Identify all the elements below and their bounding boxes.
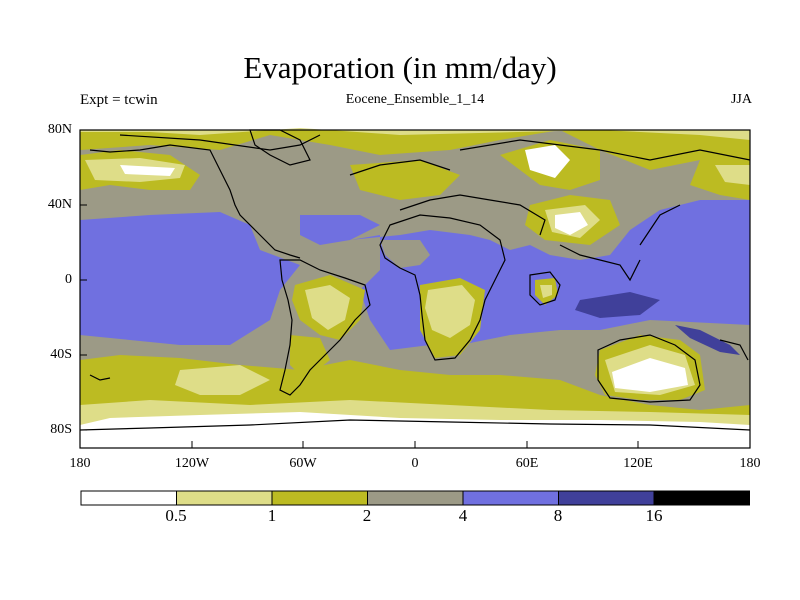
colorbar-box-3 xyxy=(367,490,464,506)
y-tick-0: 0 xyxy=(65,272,72,287)
colorbar-box-4 xyxy=(462,490,559,506)
contour-fields xyxy=(80,128,750,245)
x-tick-180e: 180 xyxy=(739,456,761,471)
colorbar-label-1: 1 xyxy=(267,506,277,525)
colorbar-box-2 xyxy=(271,490,368,506)
x-tick-60e: 60E xyxy=(515,456,539,471)
colorbar-box-0 xyxy=(80,490,177,506)
y-tick-80s: 80S xyxy=(50,422,72,437)
colorbar-label-2: 2 xyxy=(362,506,372,525)
colorbar-label-16: 16 xyxy=(645,506,663,525)
colorbar-box-6 xyxy=(653,490,750,506)
axis-ticks xyxy=(79,129,751,448)
colorbar-label-4: 4 xyxy=(458,506,468,525)
colorbar-box-1 xyxy=(176,490,273,506)
map-title: Evaporation (in mm/day) xyxy=(243,50,557,85)
coastlines xyxy=(79,129,751,431)
x-tick-0: 0 xyxy=(411,456,419,471)
x-tick-60w: 60W xyxy=(289,456,317,471)
colorbar-label-8: 8 xyxy=(553,506,563,525)
y-tick-80n: 80N xyxy=(47,122,72,137)
x-tick-180w: 180 xyxy=(69,456,91,471)
x-tick-120e: 120E xyxy=(623,456,653,471)
y-tick-40s: 40S xyxy=(50,347,72,362)
colorbar-box-5 xyxy=(558,490,655,506)
x-tick-120w: 120W xyxy=(174,456,210,471)
colorbar xyxy=(80,490,750,506)
season-label: JJA xyxy=(730,92,752,107)
colorbar-label-0-5: 0.5 xyxy=(165,506,187,525)
y-tick-40n: 40N xyxy=(47,197,72,212)
experiment-label: Expt = tcwin xyxy=(80,92,158,108)
ensemble-label: Eocene_Ensemble_1_14 xyxy=(345,92,485,107)
